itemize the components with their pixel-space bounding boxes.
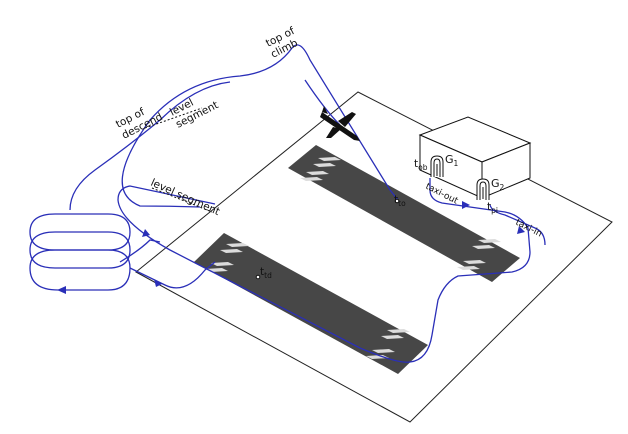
t-ob-label: tob: [414, 158, 428, 172]
terminal-building: [418, 116, 532, 199]
t-to-label: tto: [394, 194, 406, 208]
t-pi-label: tpi: [487, 201, 498, 215]
aircraft-icon: [320, 106, 360, 141]
gate-2-label: G2: [491, 177, 505, 192]
level-segment-lower-label: level segment: [149, 177, 222, 218]
gate-1-label: G1: [445, 153, 459, 168]
runway-lower: [194, 233, 428, 374]
gate-1-jetbridge: [430, 155, 444, 177]
takeoff-point: [394, 198, 400, 204]
approach-path-2: [119, 239, 161, 263]
gate-2-jetbridge: [476, 178, 490, 200]
touchdown-point: [255, 274, 261, 280]
t-td-label: ttd: [260, 266, 272, 280]
flight-trajectory: [117, 44, 531, 363]
level-segment-lower-marker: [151, 187, 213, 213]
trajectory-arrows: [57, 201, 525, 294]
taxi-in-path: [489, 204, 546, 246]
approach-path: [129, 261, 216, 289]
descent-path: [69, 81, 231, 211]
holding-pattern: [29, 213, 131, 291]
runway-upper: [288, 145, 520, 282]
